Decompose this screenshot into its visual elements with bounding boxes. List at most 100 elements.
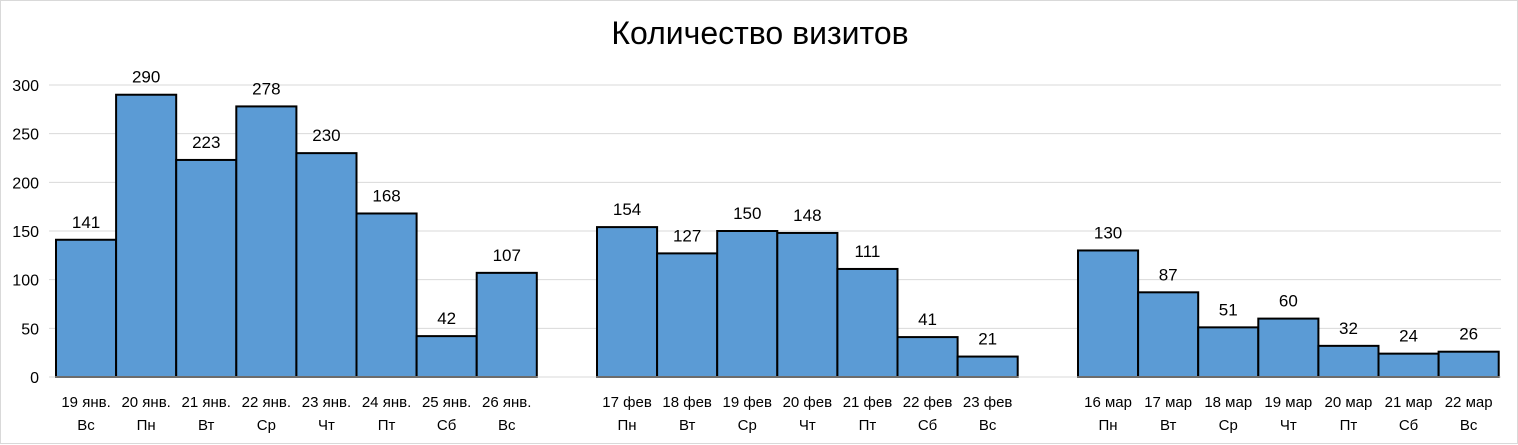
data-label: 42 [437, 309, 456, 328]
x-tick-label-date: 19 янв. [61, 394, 110, 411]
data-label: 51 [1219, 300, 1238, 319]
data-label: 150 [733, 204, 761, 223]
bar [1137, 291, 1200, 379]
data-label: 141 [72, 213, 100, 232]
bar [1077, 249, 1140, 378]
x-tick-label-day: Чт [318, 417, 335, 434]
data-label: 32 [1339, 319, 1358, 338]
x-tick-label-day: Сб [437, 417, 456, 434]
y-tick-label: 200 [12, 175, 39, 192]
x-tick-label-date: 22 янв. [242, 394, 291, 411]
data-label: 230 [312, 126, 340, 145]
bar [295, 152, 358, 378]
x-tick-label-date: 23 янв. [302, 394, 351, 411]
x-tick-label-day: Вт [198, 417, 215, 434]
x-tick-label-day: Сб [918, 417, 937, 434]
bar [415, 335, 478, 378]
x-tick-label-day: Ср [738, 417, 757, 434]
data-label: 107 [493, 246, 521, 265]
data-label: 26 [1459, 325, 1478, 344]
data-label: 127 [673, 226, 701, 245]
y-tick-label: 250 [12, 127, 39, 144]
x-tick-label-date: 17 фев [602, 394, 652, 411]
y-tick-label: 300 [12, 78, 39, 95]
bar [656, 252, 719, 379]
x-tick-label-date: 25 янв. [422, 394, 471, 411]
bar [896, 336, 959, 378]
x-tick-label-date: 20 фев [783, 394, 833, 411]
x-tick-label-date: 17 мар [1144, 394, 1192, 411]
x-tick-label-date: 23 фев [963, 394, 1013, 411]
data-label: 168 [372, 186, 400, 205]
x-tick-label-date: 24 янв. [362, 394, 411, 411]
bar [596, 226, 659, 378]
x-tick-label-day: Пн [1099, 417, 1118, 434]
data-label: 87 [1159, 265, 1178, 284]
x-tick-label-date: 26 янв. [482, 394, 531, 411]
data-label: 148 [793, 206, 821, 225]
x-tick-label-day: Пн [137, 417, 156, 434]
data-label: 111 [855, 242, 881, 261]
bar [956, 355, 1019, 378]
data-label: 24 [1399, 327, 1418, 346]
bar [55, 238, 118, 378]
y-axis-tick-labels: 0 50 100 150 200 250 300 [12, 78, 39, 387]
y-tick-label: 150 [12, 224, 39, 241]
x-tick-label-date: 21 янв. [182, 394, 231, 411]
x-tick-label-date: 19 фев [722, 394, 772, 411]
x-tick-label-date: 18 мар [1204, 394, 1252, 411]
x-tick-label-date: 18 фев [662, 394, 712, 411]
x-tick-label-day: Вт [679, 417, 696, 434]
bar [175, 158, 238, 378]
chart-title: Количество визитов [611, 15, 909, 51]
x-tick-label-day: Пт [859, 417, 877, 434]
x-tick-label-date: 19 мар [1264, 394, 1312, 411]
bar [776, 231, 839, 378]
x-tick-label-date: 16 мар [1084, 394, 1132, 411]
bar [475, 271, 538, 378]
bar [1197, 326, 1260, 378]
x-tick-label-day: Чт [1280, 417, 1297, 434]
bar [716, 230, 779, 378]
x-tick-label-day: Вт [1160, 417, 1177, 434]
x-tick-label-day: Вс [498, 417, 516, 434]
x-tick-label-date: 21 мар [1385, 394, 1433, 411]
x-tick-label-day: Вс [1460, 417, 1478, 434]
bar [1377, 352, 1440, 379]
data-label: 223 [192, 133, 220, 152]
x-tick-label-date: 22 фев [903, 394, 953, 411]
y-tick-label: 50 [21, 321, 39, 338]
x-tick-label-day: Чт [799, 417, 816, 434]
data-labels: 141 290 223 278 230 168 42 107 154 127 150 148 111 41… [72, 68, 1478, 349]
x-tick-label-day: Пн [618, 417, 637, 434]
x-tick-label-day: Вс [77, 417, 95, 434]
bar [836, 267, 899, 378]
bar [355, 212, 418, 378]
data-label: 278 [252, 79, 280, 98]
x-tick-label-day: Пт [1340, 417, 1358, 434]
bar [1317, 344, 1380, 378]
y-tick-label: 0 [30, 370, 39, 387]
data-label: 21 [978, 330, 997, 349]
data-label: 154 [613, 200, 641, 219]
x-tick-label-day: Ср [1219, 417, 1238, 434]
x-tick-label-day: Сб [1399, 417, 1418, 434]
y-tick-label: 100 [12, 273, 39, 290]
data-label: 41 [918, 310, 937, 329]
data-label: 60 [1279, 292, 1298, 311]
x-tick-label-day: Пт [378, 417, 396, 434]
bar [1257, 317, 1320, 379]
x-tick-label-date: 20 янв. [121, 394, 170, 411]
x-tick-label-day: Вс [979, 417, 997, 434]
x-axis-tick-labels: 19 янв. Вс 20 янв. Пн 21 янв. Вт 22 янв. Ср 23 я… [61, 394, 1492, 434]
x-tick-label-date: 21 фев [843, 394, 893, 411]
data-label: 130 [1094, 223, 1122, 242]
x-tick-label-date: 20 мар [1325, 394, 1373, 411]
data-label: 290 [132, 68, 160, 87]
bars [55, 93, 1500, 379]
x-tick-label-day: Ср [257, 417, 276, 434]
x-tick-label-date: 22 мар [1445, 394, 1493, 411]
bar [1437, 350, 1500, 378]
